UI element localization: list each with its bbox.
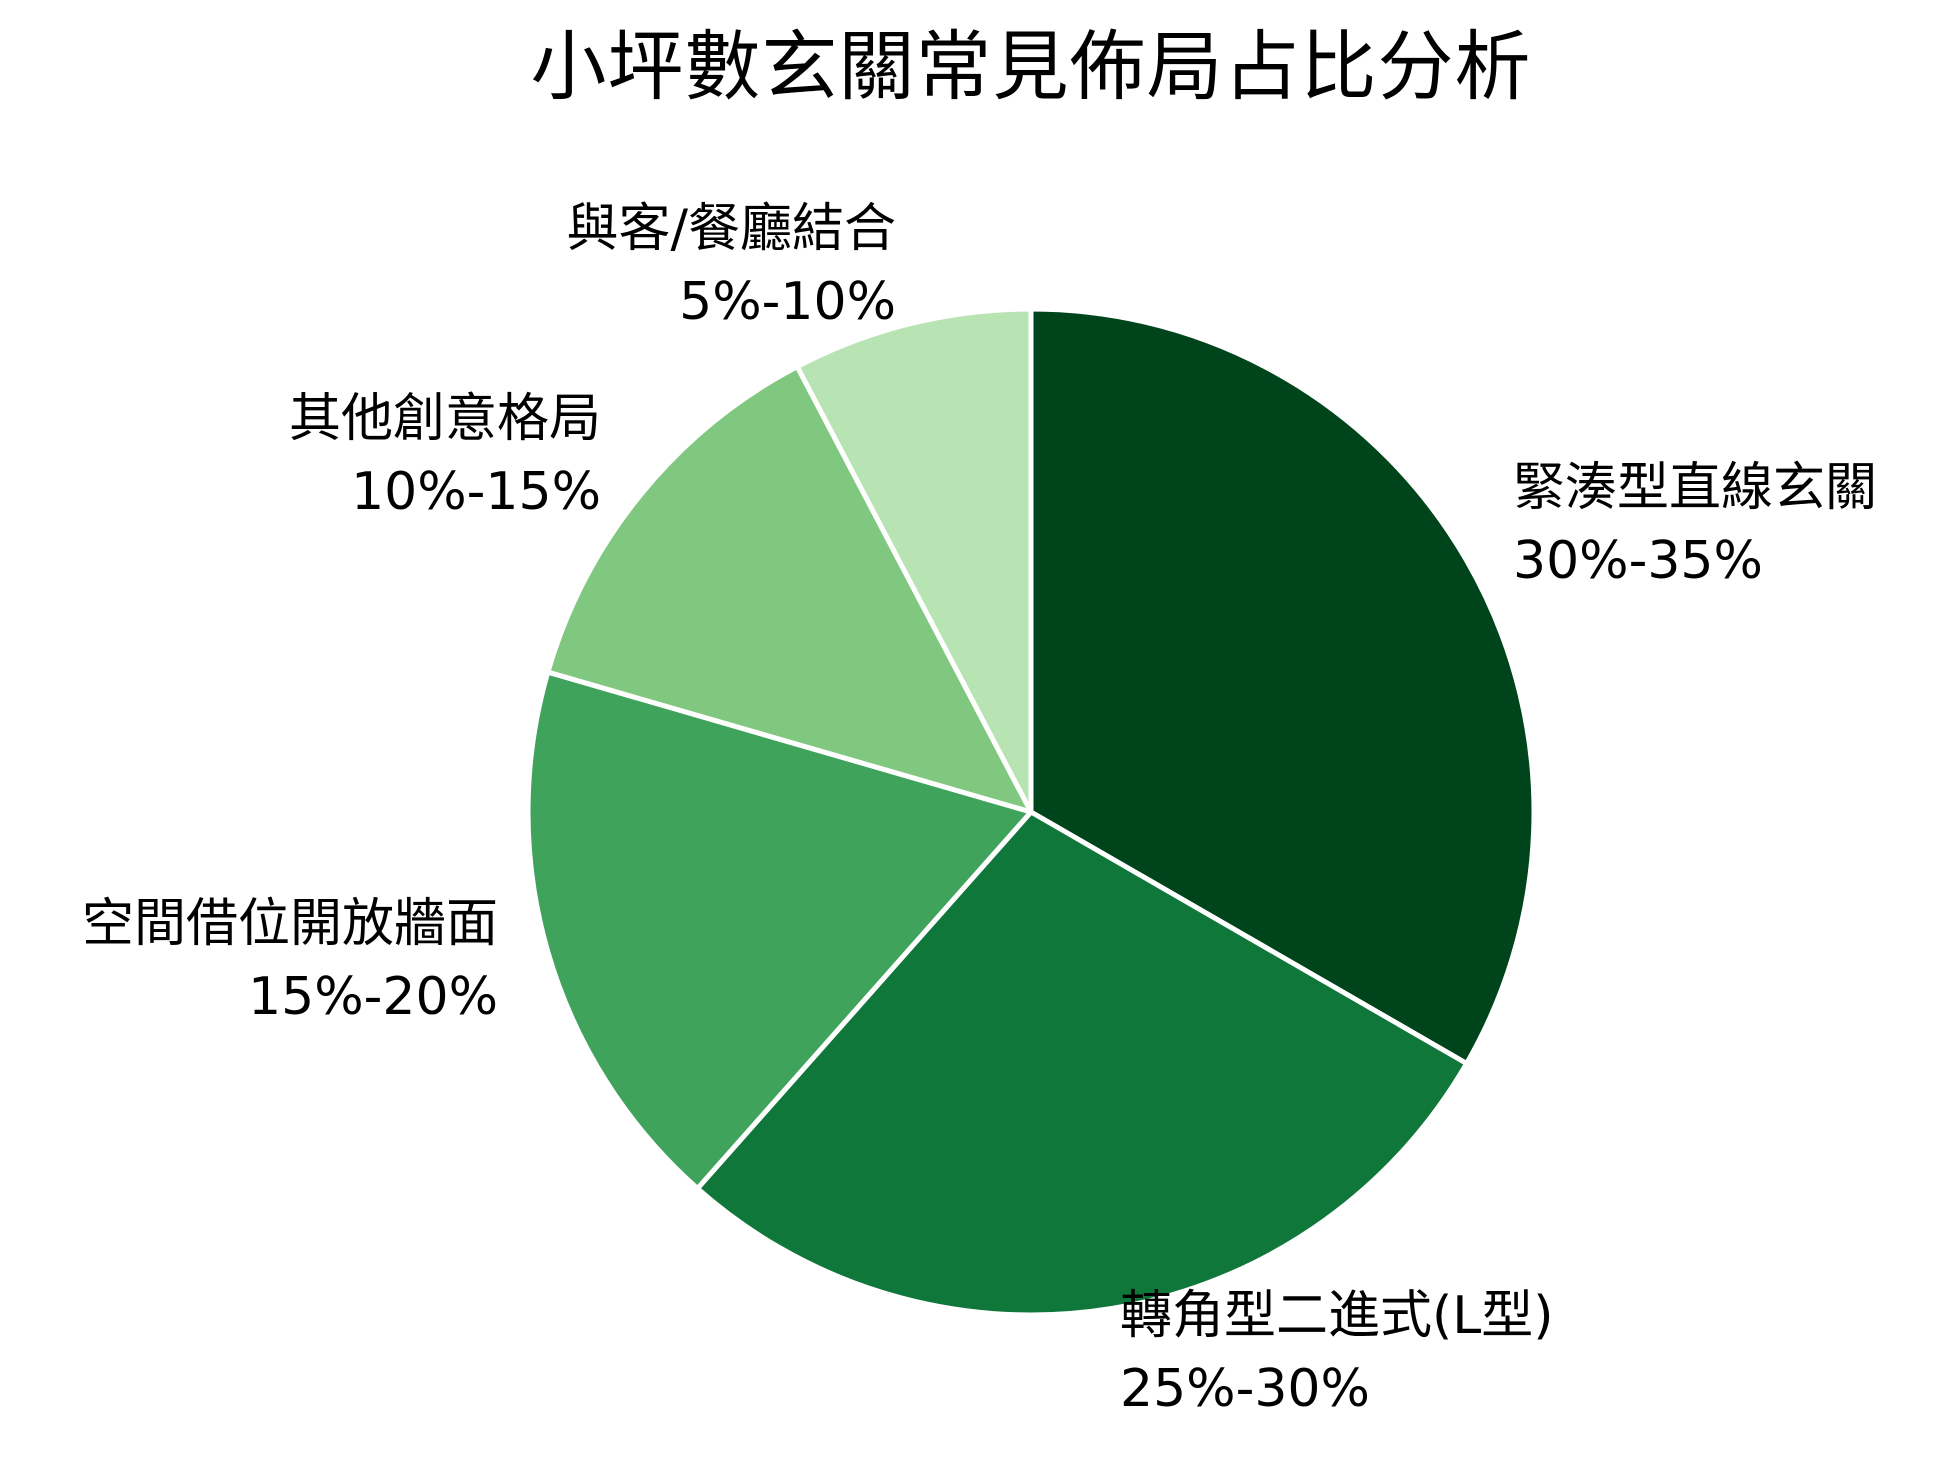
slice-label-range: 25%-30% [1120,1359,1370,1419]
slice-label-l-shape: 轉角型二進式(L型) 25%-30% [1120,1280,1554,1426]
slice-label-range: 5%-10% [679,272,896,332]
slice-label-living-dining: 與客/餐廳結合 5%-10% [566,193,896,339]
slice-label-creative: 其他創意格局 10%-15% [289,383,601,529]
slice-label-name: 空間借位開放牆面 [81,894,498,954]
slice-label-range: 15%-20% [248,967,498,1027]
pie-slice-4 [794,306,1034,815]
slice-label-name: 緊湊型直線玄關 [1513,458,1878,518]
pie-slice-2 [525,669,1034,1191]
slice-label-name: 其他創意格局 [288,389,601,449]
chart-title: 小坪數玄關常見佈局占比分析 [530,22,1532,111]
pie-slices [525,306,1537,1318]
slice-label-range: 10%-15% [351,462,601,522]
slice-label-range: 30%-35% [1513,531,1763,591]
slice-label-name: 與客/餐廳結合 [566,199,896,259]
slice-label-compact-linear: 緊湊型直線玄關 30%-35% [1513,452,1877,598]
pie-slice-3 [545,364,1034,815]
pie-slice-1 [694,809,1470,1318]
slice-label-open-wall: 空間借位開放牆面 15%-20% [82,888,498,1034]
slice-label-name: 轉角型二進式(L型) [1120,1286,1554,1346]
pie-slice-0 [1028,306,1537,1066]
